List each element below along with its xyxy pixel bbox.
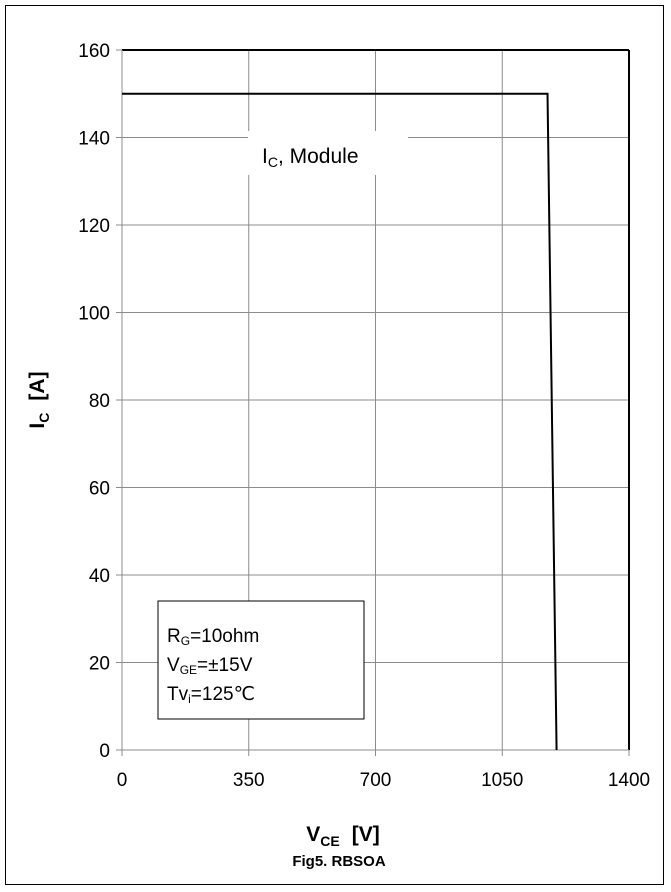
condition-main-1: V [167, 655, 180, 676]
x-tick-label-2: 700 [360, 770, 392, 791]
condition-sub-2: i [188, 692, 191, 706]
condition-rest-2: =125℃ [191, 684, 255, 705]
x-tick-label-4: 1400 [608, 770, 650, 791]
condition-rest-1: =±15V [197, 655, 253, 676]
y-tick-label-6: 120 [78, 216, 110, 237]
y-axis-ticks: 0 20 40 60 80 100 120 140 160 [78, 41, 122, 762]
y-label-sub: C [36, 413, 52, 423]
figure-title: Fig5. RBSOA [292, 853, 386, 870]
series-group [122, 92, 558, 751]
x-tick-label-1: 350 [233, 770, 265, 791]
curve-label-sub: C [268, 154, 278, 170]
curve-label-main: I [262, 145, 268, 168]
conditions-box [157, 600, 365, 720]
curve-label: IC, Module [262, 145, 359, 170]
y-tick-label-7: 140 [78, 129, 110, 150]
x-tick-label-0: 0 [117, 770, 128, 791]
x-label-main: V [306, 823, 320, 846]
y-tick-label-8: 160 [78, 41, 110, 62]
condition-sub-0: G [181, 634, 190, 648]
x-axis-label: VCE [V] [306, 823, 379, 849]
curve-label-rest: , Module [278, 145, 359, 168]
condition-main-2: Tv [167, 684, 189, 705]
condition-line-2: Tvi=125℃ [167, 684, 255, 706]
y-tick-label-2: 40 [89, 566, 110, 587]
x-label-sub: CE [320, 833, 339, 849]
x-tick-label-3: 1050 [481, 770, 523, 791]
y-tick-label-4: 80 [89, 391, 110, 412]
y-tick-label-0: 0 [99, 741, 110, 762]
y-tick-label-3: 60 [89, 479, 110, 500]
curve-label-box [248, 131, 408, 175]
y-label-unit: [A] [26, 371, 49, 400]
chart-frame [5, 5, 664, 885]
condition-sub-1: GE [180, 663, 197, 677]
condition-main-0: R [167, 626, 181, 647]
y-axis-label: IC [A] [26, 371, 52, 428]
y-tick-label-1: 20 [89, 654, 110, 675]
conditions-text: RG=10ohm VGE=±15V Tvi=125℃ [167, 626, 259, 706]
y-label-main: I [26, 423, 49, 429]
condition-line-0: RG=10ohm [167, 626, 259, 648]
x-axis-ticks: 0 350 700 1050 1400 [117, 750, 650, 791]
condition-rest-0: =10ohm [190, 626, 259, 647]
condition-line-1: VGE=±15V [167, 655, 253, 677]
y-tick-label-5: 100 [78, 304, 110, 325]
x-label-unit: [V] [352, 823, 380, 846]
rbsoa-curve-0 [122, 92, 558, 751]
